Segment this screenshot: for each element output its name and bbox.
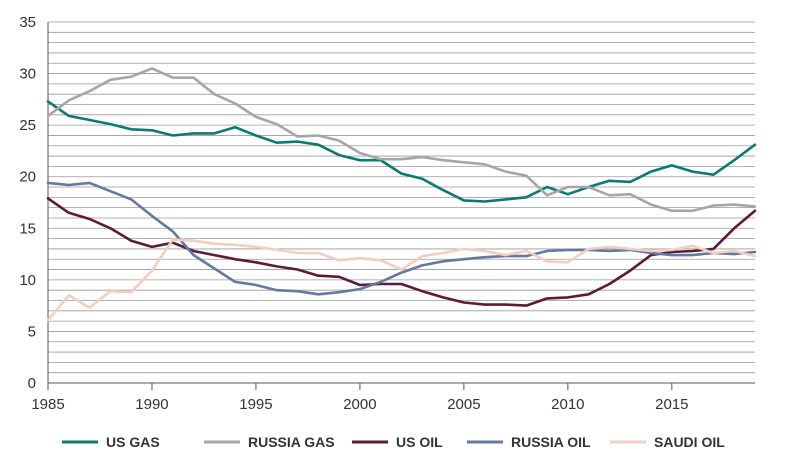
y-tick-label: 10 <box>19 272 36 289</box>
series-line-us-gas <box>46 100 757 203</box>
y-tick-label: 5 <box>28 323 36 340</box>
x-tick-label: 1985 <box>31 396 64 413</box>
series-line-saudi-oil <box>46 238 757 322</box>
series-line-us-oil <box>46 197 757 307</box>
gridlines <box>48 21 755 374</box>
x-tick-label: 1990 <box>135 396 168 413</box>
axes <box>47 22 755 384</box>
y-tick-label: 35 <box>19 14 36 31</box>
x-tick-labels: 1985 1990 1995 2000 2005 2010 2015 <box>31 383 689 413</box>
legend-label-us-gas: US GAS <box>106 434 160 450</box>
x-tick-label: 2000 <box>343 396 376 413</box>
y-tick-label: 30 <box>19 66 36 83</box>
legend: US GAS RUSSIA GAS US OIL RUSSIA OIL SAUDI OI… <box>62 434 725 450</box>
y-tick-label: 25 <box>19 117 36 134</box>
legend-label-russia-gas: RUSSIA GAS <box>248 434 335 450</box>
y-tick-label: 0 <box>28 375 36 392</box>
x-tick-label: 2010 <box>551 396 584 413</box>
legend-label-us-oil: US OIL <box>396 434 443 450</box>
x-tick-label: 2015 <box>655 396 688 413</box>
x-tick-label: 2005 <box>447 396 480 413</box>
y-tick-label: 15 <box>19 220 36 237</box>
series-line-russia-oil <box>46 181 757 296</box>
legend-label-saudi-oil: SAUDI OIL <box>654 434 725 450</box>
legend-label-russia-oil: RUSSIA OIL <box>511 434 591 450</box>
y-tick-label: 20 <box>19 169 36 186</box>
series-lines <box>46 67 757 322</box>
y-tick-labels: 0 5 10 15 20 25 30 35 <box>19 14 36 392</box>
x-tick-label: 1995 <box>239 396 272 413</box>
series-line-russia-gas <box>46 67 757 213</box>
